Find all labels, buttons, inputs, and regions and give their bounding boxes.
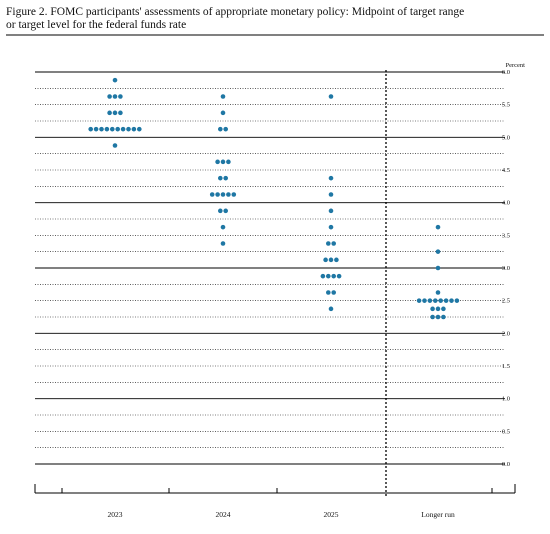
dot <box>226 159 231 165</box>
y-tick-label: 0.5 <box>502 428 510 435</box>
dot <box>328 224 334 230</box>
y-tick-label: 6.0 <box>502 69 510 76</box>
dot <box>435 265 441 271</box>
dot <box>438 298 444 303</box>
dot <box>328 208 334 214</box>
dot <box>416 298 422 303</box>
y-tick-label: 2.5 <box>502 298 510 305</box>
dot <box>112 94 118 99</box>
y-tick-label: 2.0 <box>502 330 510 337</box>
dot <box>218 126 223 132</box>
dot <box>328 306 334 312</box>
dot <box>331 290 337 295</box>
y-tick-label: 4.0 <box>502 200 510 207</box>
dot <box>218 208 223 214</box>
dot <box>326 273 331 279</box>
dot <box>220 192 226 197</box>
dot <box>104 126 110 132</box>
dot <box>120 126 126 132</box>
dot <box>331 273 337 279</box>
dot <box>112 77 118 83</box>
y-tick-label: 5.5 <box>502 102 510 109</box>
dot <box>107 110 112 116</box>
dot <box>433 298 438 303</box>
y-tick-label: 1.0 <box>502 396 510 403</box>
dot <box>131 126 137 132</box>
dot <box>435 224 441 230</box>
dot <box>223 175 228 181</box>
dot <box>209 192 215 197</box>
dot <box>93 126 99 132</box>
dot <box>430 314 435 320</box>
dot <box>336 273 342 279</box>
dot <box>441 306 446 312</box>
dot <box>118 110 123 116</box>
dot <box>320 273 326 279</box>
dot <box>223 126 228 132</box>
dot <box>328 94 334 99</box>
dot <box>435 290 441 295</box>
x-tick-label: 2024 <box>216 510 231 519</box>
dot <box>126 126 131 132</box>
dot <box>112 143 118 148</box>
dot <box>218 175 223 181</box>
dot <box>326 290 331 295</box>
y-tick-label: 0.0 <box>502 461 510 468</box>
x-tick-label: Longer run <box>421 510 455 519</box>
x-tick-label: 2023 <box>108 510 123 519</box>
dot <box>220 159 226 165</box>
dot <box>223 208 228 214</box>
dot <box>430 306 435 312</box>
dot <box>99 126 104 132</box>
dot <box>323 257 328 263</box>
chart-subtitle: or target level for the federal funds ra… <box>6 19 186 31</box>
dot <box>435 306 441 312</box>
dot <box>231 192 237 197</box>
dot <box>427 298 433 303</box>
dot <box>118 94 123 99</box>
dot <box>88 126 93 132</box>
dot <box>435 249 441 254</box>
dot <box>328 192 334 197</box>
dot <box>220 224 226 230</box>
dot <box>334 257 339 263</box>
y-tick-label: 3.5 <box>502 232 510 239</box>
dot <box>220 241 226 246</box>
dot <box>112 110 118 116</box>
dot <box>220 94 226 99</box>
dot <box>115 126 120 132</box>
dot <box>328 175 334 181</box>
dot <box>215 192 220 197</box>
dot <box>443 298 449 303</box>
dot <box>326 241 331 246</box>
y-axis-label: Percent <box>506 62 526 69</box>
dot <box>435 314 441 320</box>
dot <box>331 241 337 246</box>
chart-title: Figure 2. FOMC participants' assessments… <box>6 6 464 18</box>
dot <box>107 94 112 99</box>
dot <box>220 110 226 116</box>
dot <box>137 126 142 132</box>
dot <box>226 192 231 197</box>
y-tick-label: 5.0 <box>502 134 510 141</box>
dot <box>422 298 427 303</box>
y-tick-label: 3.0 <box>502 265 510 272</box>
dot <box>454 298 460 303</box>
y-tick-label: 4.5 <box>502 167 510 174</box>
y-tick-label: 1.5 <box>502 363 510 370</box>
dot <box>215 159 220 165</box>
dot <box>328 257 334 263</box>
dot <box>110 126 115 132</box>
x-tick-label: 2025 <box>324 510 339 519</box>
dot <box>449 298 454 303</box>
dot <box>441 314 446 320</box>
